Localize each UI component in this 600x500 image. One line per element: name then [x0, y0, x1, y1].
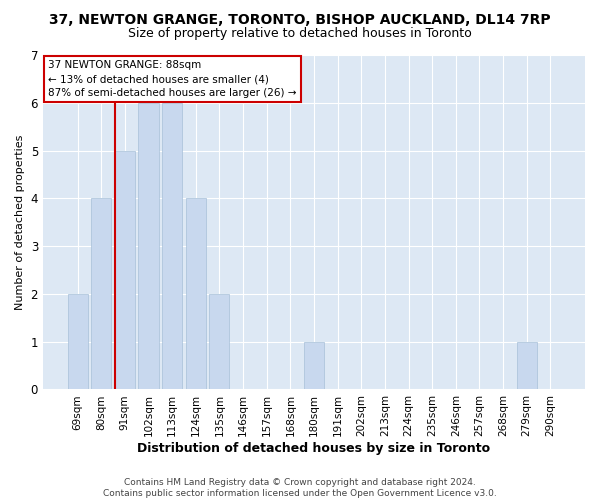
- Text: 37 NEWTON GRANGE: 88sqm
← 13% of detached houses are smaller (4)
87% of semi-det: 37 NEWTON GRANGE: 88sqm ← 13% of detache…: [49, 60, 297, 98]
- Y-axis label: Number of detached properties: Number of detached properties: [15, 134, 25, 310]
- Bar: [68, 294, 88, 390]
- X-axis label: Distribution of detached houses by size in Toronto: Distribution of detached houses by size …: [137, 442, 491, 455]
- Bar: [115, 150, 135, 390]
- Text: Contains HM Land Registry data © Crown copyright and database right 2024.
Contai: Contains HM Land Registry data © Crown c…: [103, 478, 497, 498]
- Bar: [209, 294, 229, 390]
- Bar: [91, 198, 111, 390]
- Bar: [517, 342, 537, 390]
- Text: Size of property relative to detached houses in Toronto: Size of property relative to detached ho…: [128, 28, 472, 40]
- Bar: [162, 103, 182, 390]
- Bar: [186, 198, 206, 390]
- Bar: [304, 342, 324, 390]
- Bar: [139, 103, 158, 390]
- Text: 37, NEWTON GRANGE, TORONTO, BISHOP AUCKLAND, DL14 7RP: 37, NEWTON GRANGE, TORONTO, BISHOP AUCKL…: [49, 12, 551, 26]
